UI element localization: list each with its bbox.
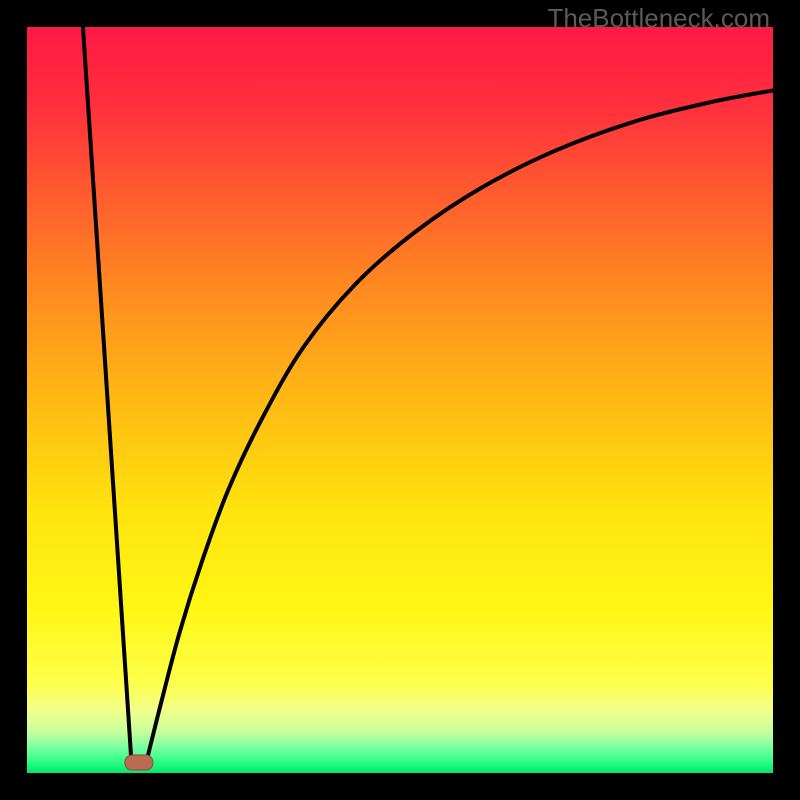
chart-stage: TheBottleneck.com [0, 0, 800, 800]
curve-layer [27, 27, 773, 773]
plot-area [27, 27, 773, 773]
bottleneck-anchor-marker [125, 755, 153, 770]
watermark-text: TheBottleneck.com [547, 3, 770, 34]
curve-right-branch [146, 90, 773, 761]
curve-left-branch [83, 27, 131, 762]
